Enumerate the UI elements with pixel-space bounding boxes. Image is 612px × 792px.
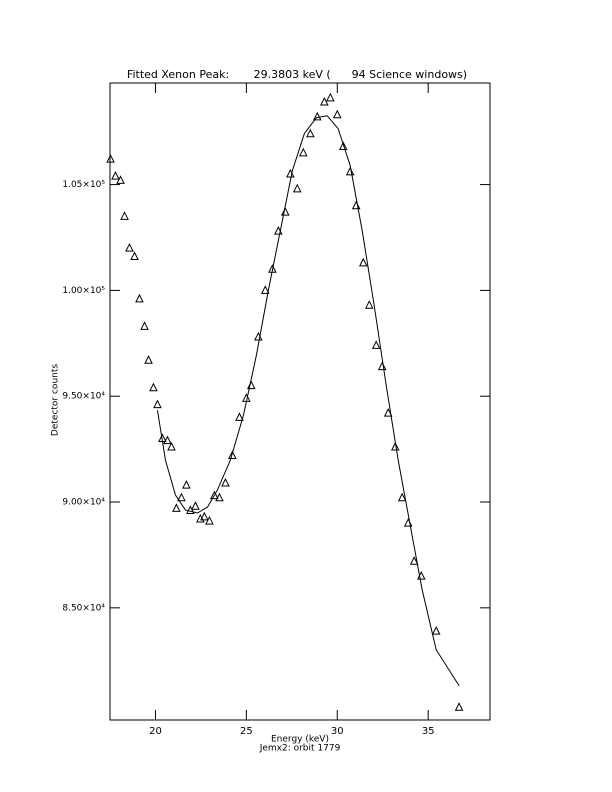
- data-point: [235, 412, 244, 421]
- data-point: [153, 399, 162, 409]
- data-point: [135, 293, 144, 303]
- plot-frame: [109, 82, 491, 721]
- data-point: [454, 702, 464, 711]
- data-point: [260, 285, 270, 294]
- data-point: [383, 408, 393, 417]
- data-point: [221, 477, 230, 487]
- data-point: [306, 128, 315, 138]
- data-point: [320, 96, 329, 106]
- data-point: [116, 175, 125, 184]
- data-point: [182, 479, 191, 489]
- y-tick-label: 9.00×10⁴: [62, 498, 105, 508]
- subtitle: Jemx2: orbit 1779: [259, 744, 341, 754]
- y-tick-label: 9.50×10⁴: [62, 392, 105, 402]
- y-tick-label: 8.50×10⁴: [62, 603, 105, 613]
- data-point: [205, 515, 214, 525]
- data-point: [172, 503, 181, 512]
- data-point: [397, 492, 407, 502]
- data-point: [215, 492, 224, 502]
- data-point: [338, 141, 348, 150]
- data-point: [332, 109, 342, 119]
- data-point: [292, 183, 302, 193]
- x-tick-label: 30: [331, 726, 344, 737]
- data-point: [210, 490, 219, 500]
- fit-line: [156, 115, 460, 686]
- data-point: [140, 321, 149, 330]
- chart-title: Fitted Xenon Peak: 29.3803 keV ( 94 Scie…: [127, 68, 467, 81]
- data-point: [177, 492, 186, 502]
- x-tick-label: 25: [240, 726, 253, 737]
- data-point: [390, 441, 400, 451]
- data-point: [409, 556, 419, 565]
- data-point: [228, 450, 237, 459]
- data-point: [149, 382, 158, 392]
- data-point: [326, 92, 335, 102]
- data-point: [377, 361, 387, 371]
- data-point: [358, 257, 368, 267]
- data-point: [191, 501, 200, 510]
- data-point: [163, 435, 172, 445]
- data-point: [167, 441, 176, 451]
- data-point: [298, 147, 308, 157]
- data-point: [364, 300, 374, 309]
- data-point: [186, 505, 195, 514]
- data-point: [111, 170, 120, 180]
- data-point: [371, 340, 381, 349]
- data-point: [280, 206, 290, 216]
- data-point: [125, 242, 134, 252]
- x-axis-label: Energy (keV): [271, 735, 329, 745]
- data-point: [312, 111, 322, 121]
- data-point: [130, 251, 139, 261]
- x-tick-label: 20: [149, 726, 162, 737]
- y-tick-label: 1.05×10⁵: [62, 180, 105, 190]
- data-point: [144, 355, 153, 364]
- data-point: [200, 511, 209, 521]
- y-axis-label: Detector counts: [51, 364, 61, 436]
- y-tick-label: 1.00×10⁵: [62, 286, 105, 296]
- data-point: [106, 154, 115, 163]
- data-point: [431, 625, 441, 635]
- x-tick-label: 35: [422, 726, 435, 737]
- data-point: [345, 166, 355, 176]
- data-point: [120, 211, 129, 220]
